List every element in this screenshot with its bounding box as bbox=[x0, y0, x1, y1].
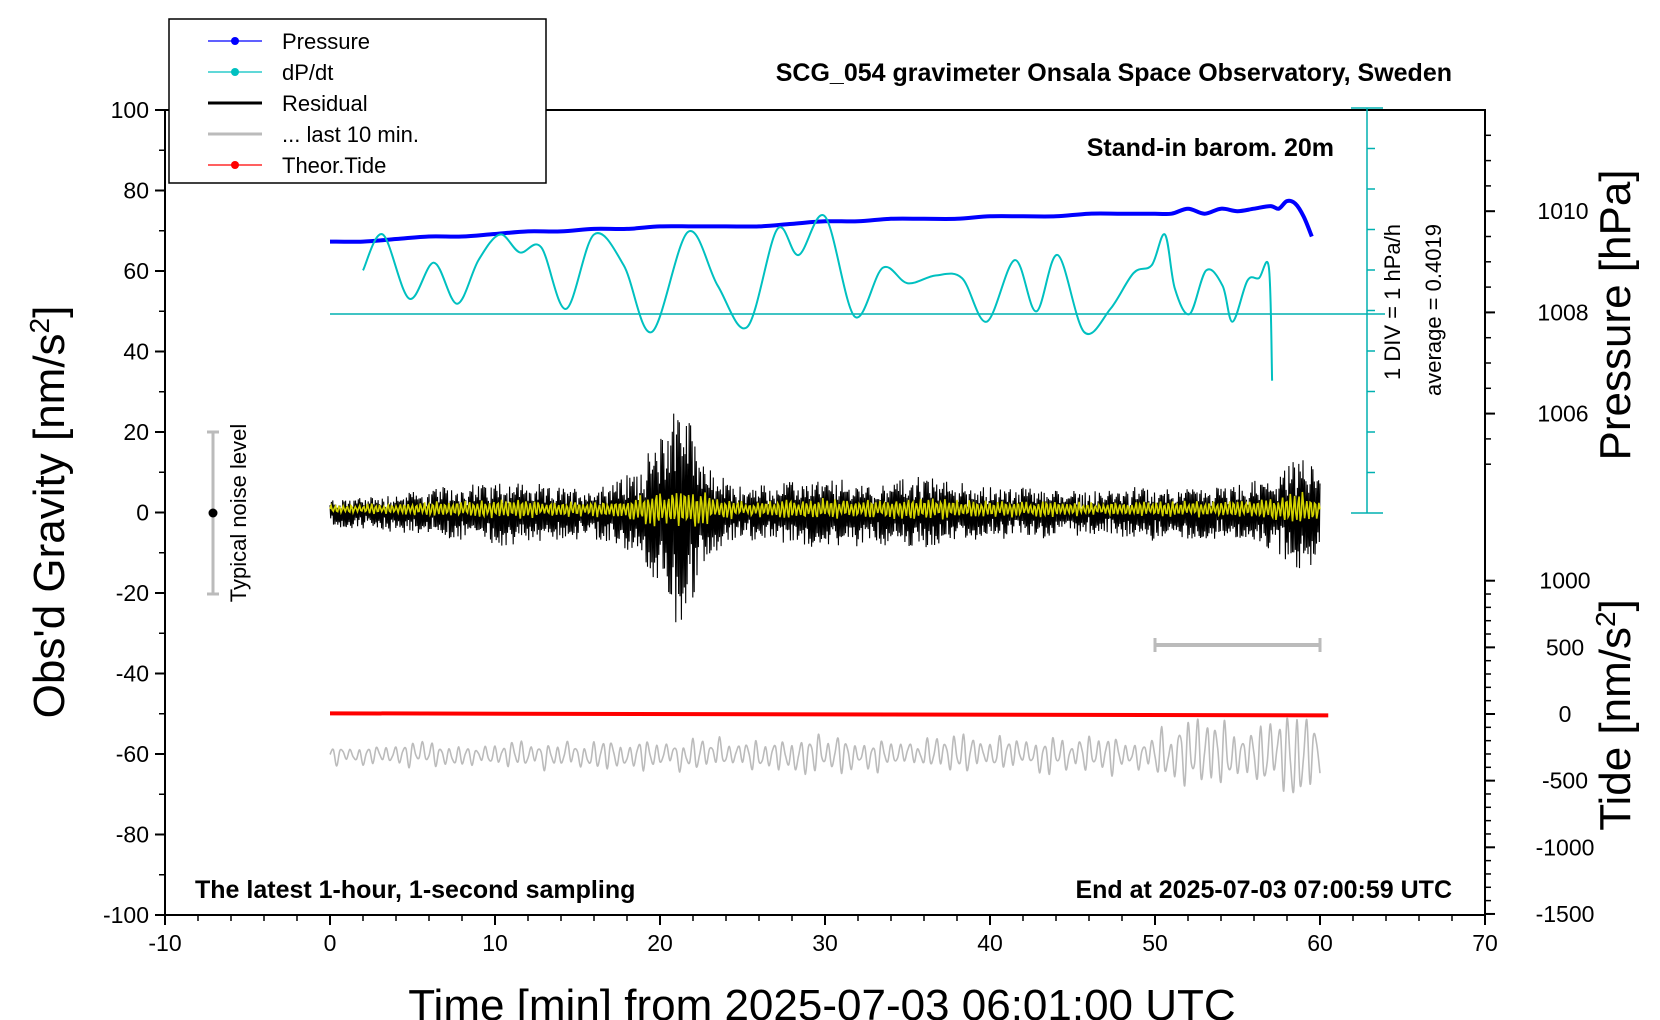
y-axis-label-tide-text: Tide [nm/s bbox=[1591, 627, 1640, 831]
x-tick-label: 0 bbox=[324, 930, 337, 956]
pressure-tick-label: 1006 bbox=[1537, 401, 1588, 427]
legend-label: Residual bbox=[282, 91, 368, 116]
end-time-note: End at 2025-07-03 07:00:59 UTC bbox=[1075, 876, 1452, 904]
y-axis-label-pressure: Pressure [hPa] bbox=[1591, 169, 1640, 460]
x-tick-label: 40 bbox=[977, 930, 1003, 956]
y-tick-label: 0 bbox=[136, 500, 149, 526]
pressure-tick-label: 1008 bbox=[1537, 299, 1588, 325]
legend-label: Theor.Tide bbox=[282, 153, 386, 178]
legend-marker bbox=[231, 37, 239, 45]
y-tick-label: -80 bbox=[116, 822, 149, 848]
y-tick-label: 20 bbox=[123, 419, 149, 445]
x-tick-label: 30 bbox=[812, 930, 838, 956]
y-tick-label: 60 bbox=[123, 258, 149, 284]
x-tick-label: 20 bbox=[647, 930, 673, 956]
legend-box bbox=[168, 18, 547, 184]
tide-tick-label: 500 bbox=[1546, 634, 1584, 660]
y-axis-label-pressure-text: Pressure [hPa] bbox=[1591, 169, 1640, 460]
legend-label: Pressure bbox=[282, 29, 370, 54]
x-axis-label: Time [min] from 2025-07-03 06:01:00 UTC bbox=[408, 981, 1235, 1020]
y-tick-label: 40 bbox=[123, 339, 149, 365]
y-axis-label-left: Obs'd Gravity [nm/s2] bbox=[24, 306, 75, 719]
y-axis-label-left-sup: 2 bbox=[24, 318, 55, 334]
tide-tick-label: -1000 bbox=[1536, 834, 1595, 860]
noise-level-dot bbox=[208, 508, 218, 518]
y-tick-label: 80 bbox=[123, 178, 149, 204]
tide-tick-label: 1000 bbox=[1539, 568, 1590, 594]
y-tick-label: -20 bbox=[116, 580, 149, 606]
y-axis-label-tide-sup: 2 bbox=[1590, 611, 1621, 627]
legend-marker bbox=[231, 68, 239, 76]
legend-label: dP/dt bbox=[282, 60, 333, 85]
axes: -10 0 10 20 30 40 50 60 70100806040200-20-40-60-… bbox=[103, 97, 1594, 956]
dpdt-line bbox=[362, 214, 1274, 381]
div-label: 1 DIV = 1 hPa/h bbox=[1380, 224, 1405, 380]
tide-tick-label: -500 bbox=[1542, 768, 1588, 794]
tide-line bbox=[329, 711, 1329, 718]
average-label: average = 0.4019 bbox=[1421, 224, 1446, 396]
y-tick-label: -60 bbox=[116, 741, 149, 767]
y-tick-label: -40 bbox=[116, 661, 149, 687]
pressure-line bbox=[329, 198, 1314, 244]
noise-level-indicator bbox=[207, 430, 219, 596]
y-axis-label-left-text: Obs'd Gravity [nm/s bbox=[25, 333, 74, 718]
div-label-group: 1 DIV = 1 hPa/h bbox=[1380, 224, 1405, 380]
y-tick-label: 100 bbox=[111, 97, 149, 123]
series-layer bbox=[329, 198, 1329, 794]
x-tick-label: 50 bbox=[1142, 930, 1168, 956]
chart-title: SCG_054 gravimeter Onsala Space Observat… bbox=[776, 59, 1452, 87]
legend: Pressure dP/dt Residual ... last 10 min. The… bbox=[168, 18, 547, 184]
latest-hour-note: The latest 1-hour, 1-second sampling bbox=[195, 876, 635, 904]
legend-marker bbox=[231, 161, 239, 169]
noise-level-label-group: Typical noise level bbox=[226, 424, 251, 603]
x-tick-label: -10 bbox=[148, 930, 181, 956]
legend-entries: Pressure dP/dt Residual ... last 10 min. The… bbox=[208, 29, 419, 178]
y-tick-label: -100 bbox=[103, 902, 149, 928]
pressure-tick-label: 1010 bbox=[1537, 198, 1588, 224]
average-label-group: average = 0.4019 bbox=[1421, 224, 1446, 396]
svg-text:Tide [nm/s2]: Tide [nm/s2] bbox=[1590, 599, 1641, 831]
last-10-min-line bbox=[329, 717, 1321, 794]
tide-tick-label: -1500 bbox=[1536, 901, 1595, 927]
tide-tick-label: 0 bbox=[1559, 701, 1572, 727]
noise-level-label: Typical noise level bbox=[226, 424, 251, 603]
stand-in-barometer-note: Stand-in barom. 20m bbox=[1087, 134, 1334, 162]
x-tick-label: 10 bbox=[482, 930, 508, 956]
x-tick-label: 70 bbox=[1472, 930, 1498, 956]
residual-line bbox=[329, 413, 1321, 623]
residual-filtered-line bbox=[329, 491, 1321, 527]
y-axis-label-tide: Tide [nm/s2] bbox=[1590, 599, 1641, 831]
legend-label: ... last 10 min. bbox=[282, 122, 419, 147]
svg-text:Obs'd Gravity [nm/s2]: Obs'd Gravity [nm/s2] bbox=[24, 306, 75, 719]
x-tick-label: 60 bbox=[1307, 930, 1333, 956]
